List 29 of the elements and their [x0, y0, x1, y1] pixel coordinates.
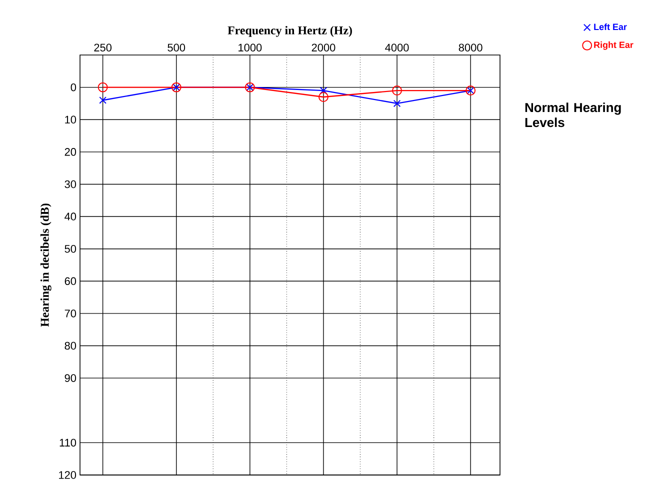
y-tick-label: 30: [64, 180, 76, 188]
x-tick-label: 4000: [385, 44, 409, 52]
x-axis-title: Frequency in Hertz (Hz): [228, 26, 352, 37]
x-tick-label: 500: [168, 44, 186, 52]
y-tick-label: 120: [59, 471, 76, 479]
y-axis-title: Hearing in decibels (dB): [40, 204, 52, 327]
x-tick-label: 8000: [458, 44, 482, 52]
y-tick-label: 20: [64, 148, 76, 156]
y-tick-label: 50: [64, 244, 76, 253]
point: [318, 92, 328, 102]
y-tick-label: 80: [64, 342, 76, 350]
legend-label: Right Ear: [594, 41, 634, 50]
y-tick-label: 40: [64, 212, 76, 220]
y-tick-label: 0: [70, 83, 76, 92]
y-tick-label: 110: [60, 438, 76, 446]
point: [392, 85, 402, 96]
point: [393, 100, 401, 108]
legend-label: Left Ear: [594, 23, 627, 30]
point: [320, 86, 328, 94]
point: [99, 96, 106, 104]
y-tick-label: 60: [64, 277, 76, 285]
text: Normal Hearing Levels: [525, 102, 621, 127]
point: [98, 82, 108, 92]
y-tick-label: 10: [65, 116, 76, 124]
y-tick-label: 90: [64, 374, 76, 382]
y-tick-label: 70: [64, 309, 76, 318]
x-tick-label: 250: [94, 44, 112, 52]
x-tick-label: 2000: [312, 44, 336, 52]
x-tick-label: 1000: [238, 44, 262, 52]
